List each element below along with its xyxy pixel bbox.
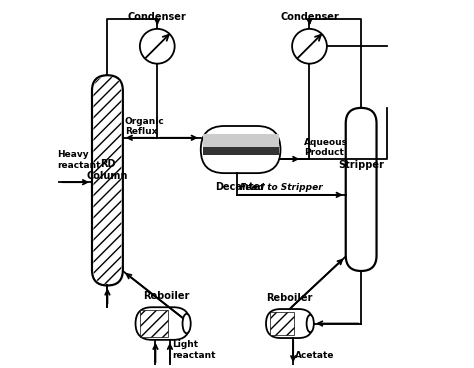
Text: Decanter: Decanter [216, 182, 265, 192]
Circle shape [140, 29, 174, 64]
Text: Light
reactant: Light reactant [172, 340, 215, 360]
FancyBboxPatch shape [92, 75, 123, 286]
Bar [202, 147, 279, 155]
Text: Stripper: Stripper [338, 160, 384, 170]
Ellipse shape [182, 314, 191, 333]
Text: Acetate: Acetate [295, 351, 335, 360]
FancyBboxPatch shape [266, 309, 313, 338]
FancyBboxPatch shape [201, 126, 281, 173]
Text: RD
Column: RD Column [87, 159, 128, 181]
Bar [270, 312, 294, 335]
Ellipse shape [307, 315, 314, 332]
Text: Reboiler: Reboiler [266, 293, 313, 302]
Text: Aqueous
Product: Aqueous Product [304, 138, 348, 157]
Text: Condenser: Condenser [128, 12, 187, 22]
Circle shape [292, 29, 327, 64]
Bar [202, 134, 279, 147]
FancyBboxPatch shape [346, 108, 376, 271]
Text: Feed to Stripper: Feed to Stripper [240, 183, 323, 192]
Text: Organic
Reflux: Organic Reflux [125, 117, 164, 136]
FancyBboxPatch shape [136, 307, 190, 340]
Text: Condenser: Condenser [280, 12, 339, 22]
Text: Heavy
reactant: Heavy reactant [57, 150, 101, 170]
Text: Reboiler: Reboiler [143, 291, 190, 301]
FancyBboxPatch shape [93, 77, 121, 284]
Bar [140, 310, 168, 337]
